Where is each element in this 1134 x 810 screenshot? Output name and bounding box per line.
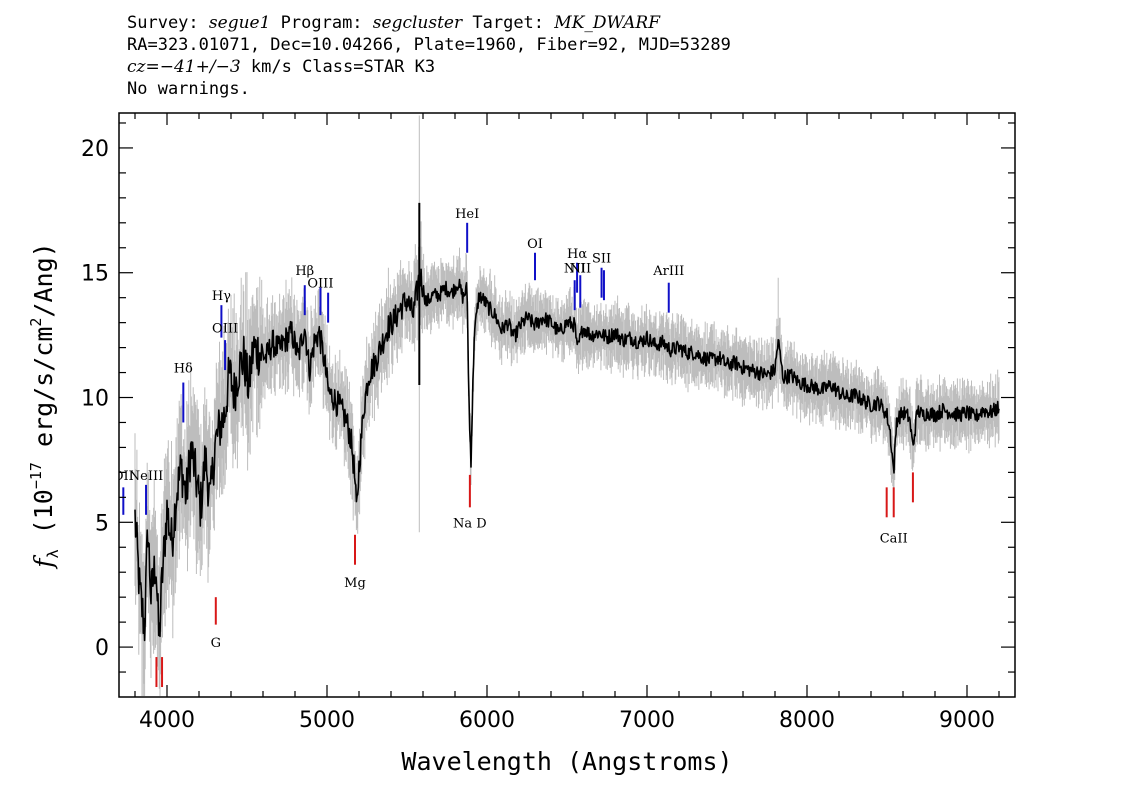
- x-tick-label-7000: 7000: [619, 708, 675, 733]
- line-label-5: Hβ: [295, 264, 314, 279]
- line-label-6: OIII: [307, 277, 333, 292]
- y-axis-title: fλ (10−17 erg/s/cm2/Ang): [27, 242, 62, 569]
- class-text: km/s Class=STAR K3: [240, 57, 436, 77]
- y-axis-title-f: f: [29, 555, 58, 570]
- header-line-3: cz=−41+/−3 km/s Class=STAR K3: [127, 56, 731, 78]
- line-label-4: OIII: [212, 322, 238, 337]
- plot-area: OIINeIIIHδHγOIIIHβOIIIHeIOINIIHαNIISIIAr…: [119, 115, 1000, 696]
- line-label-1: NeIII: [129, 469, 163, 484]
- line-label-8: HeI: [455, 207, 479, 222]
- x-axis-title: Wavelength (Angstroms): [401, 747, 732, 776]
- x-tick-label-6000: 6000: [459, 708, 515, 733]
- survey-value: segue1: [208, 13, 271, 33]
- line-label-22: CaII: [880, 531, 908, 546]
- y-axis-title-part-b: erg/s/cm: [29, 327, 58, 462]
- target-value: MK_DWARF: [554, 13, 661, 33]
- plot-layer: OIINeIIIHδHγOIIIHβOIIIHeIOINIIHαNIISIIAr…: [119, 115, 1000, 696]
- line-label-3: Hγ: [212, 289, 231, 304]
- x-tick-label-4000: 4000: [139, 708, 195, 733]
- spectrum-header: Survey: segue1 Program: segcluster Targe…: [127, 12, 731, 100]
- y-axis-title-exponent-2: 2: [27, 318, 45, 327]
- y-tick-label-15: 15: [81, 262, 109, 287]
- line-label-18: G: [211, 636, 221, 651]
- line-label-2: Hδ: [174, 362, 193, 377]
- cz-symbol: cz=: [127, 57, 160, 77]
- line-label-9: OI: [527, 237, 543, 252]
- y-tick-label-5: 5: [95, 511, 109, 536]
- line-label-20: Na D: [453, 516, 487, 531]
- header-line-4: No warnings.: [127, 79, 250, 99]
- y-tick-label-10: 10: [81, 387, 109, 412]
- line-label-12: NII: [569, 262, 591, 277]
- program-value: segcluster: [372, 13, 463, 33]
- x-tick-label-8000: 8000: [779, 708, 835, 733]
- program-label: Program:: [280, 13, 363, 33]
- ticks-layer: 4000 5000 6000 7000 8000 9000 0 5 10 15 20: [81, 113, 1015, 733]
- survey-label: Survey:: [127, 13, 199, 33]
- line-label-13: SII: [592, 252, 611, 267]
- y-tick-label-0: 0: [95, 636, 109, 661]
- header-line-2: RA=323.01071, Dec=10.04266, Plate=1960, …: [127, 35, 731, 55]
- y-axis-title-part-a: (10: [29, 489, 58, 549]
- line-label-15: ArIII: [652, 264, 684, 279]
- header-line-1: Survey: segue1 Program: segcluster Targe…: [127, 12, 731, 34]
- line-label-11: Hα: [567, 247, 587, 262]
- flux-line: [134, 268, 1000, 642]
- cz-value: −41+/−3: [159, 57, 241, 77]
- y-axis-title-lambda: λ: [44, 549, 62, 558]
- x-tick-label-9000: 9000: [939, 708, 995, 733]
- y-tick-label-20: 20: [81, 137, 109, 162]
- target-label: Target:: [472, 13, 545, 33]
- plot-frame: [118, 112, 1016, 698]
- line-label-19: Mg: [344, 576, 366, 591]
- x-tick-label-5000: 5000: [299, 708, 355, 733]
- line-label-10: NII: [564, 262, 586, 277]
- y-axis-title-exponent: −17: [27, 462, 45, 489]
- y-axis-title-part-c: /Ang): [29, 242, 58, 317]
